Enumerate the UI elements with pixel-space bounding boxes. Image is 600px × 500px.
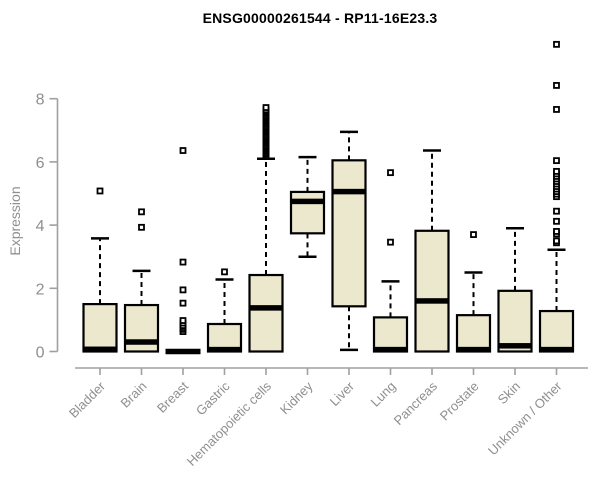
box-bladder [82,303,118,353]
y-axis-tick-label: 2 [36,281,45,298]
median-kidney [290,198,325,205]
outlier-breast [179,299,187,307]
chart-title: ENSG00000261544 - RP11-16E23.3 [202,10,438,26]
outlier-lung [387,169,394,177]
box-unknown-other [538,309,575,353]
x-axis-label-lung: Lung [368,379,399,410]
outlier-unknown-other [553,228,560,235]
box-pancreas [414,229,450,353]
outlier-unknown-other [553,40,560,48]
median-gastric [207,346,242,353]
y-axis-tick-label: 4 [36,218,45,235]
outlier-unknown-other [553,82,560,89]
outlier-prostate [470,231,477,238]
outlier-brain [138,208,145,216]
outlier-breast [179,258,187,266]
y-axis-tick-label: 8 [36,92,45,109]
outlier-breast [179,286,187,294]
y-axis-tick-label: 0 [36,345,45,362]
median-breast [165,348,201,355]
x-axis-label-gastric: Gastric [193,378,233,418]
outlier-unknown-other [553,106,560,113]
box-skin [497,289,533,353]
box-lung [372,316,409,353]
outlier-unknown-other [553,237,560,245]
outlier-hematopoietic-cells [262,104,270,111]
median-pancreas [414,298,450,304]
x-axis-label-breast: Breast [154,378,191,415]
x-axis-label-prostate: Prostate [437,379,482,424]
box-kidney [289,190,326,235]
median-unknown-other [539,346,574,353]
outlier-unknown-other [553,217,560,225]
x-axis-label-pancreas: Pancreas [391,378,441,428]
median-bladder [82,346,118,353]
median-skin [497,343,533,349]
box-liver [331,159,367,308]
x-axis-label-bladder: Bladder [66,378,109,421]
outlier-gastric [221,268,228,276]
outlier-lung [387,238,394,246]
y-axis-tick-label: 6 [36,155,45,172]
box-hematopoietic-cells [248,273,284,353]
outlier-unknown-other [553,207,560,215]
outlier-unknown-other [553,157,560,165]
x-axis-label-brain: Brain [118,379,150,411]
median-brain [124,339,159,345]
median-prostate [456,346,491,353]
box-prostate [455,314,492,353]
x-axis-label-liver: Liver [327,378,358,409]
x-axis-label-skin: Skin [495,379,523,407]
median-liver [331,188,367,195]
outlier-brain [138,223,145,231]
outlier-breast [179,317,187,324]
x-axis-label-kidney: Kidney [277,378,316,417]
outlier-bladder [96,187,104,195]
median-lung [373,346,408,353]
x-axis-label-unknown-other: Unknown / Other [485,378,565,458]
outlier-breast [179,147,187,154]
median-hematopoietic-cells [248,305,284,311]
outlier-unknown-other [553,167,560,175]
